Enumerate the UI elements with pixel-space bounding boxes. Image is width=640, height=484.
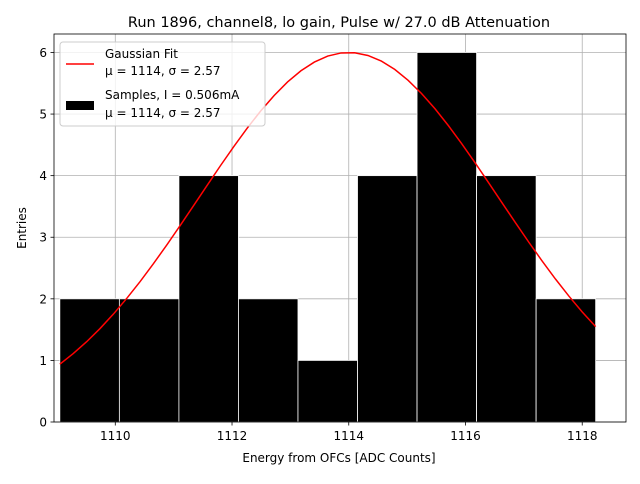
y-tick-label: 2 — [39, 292, 47, 306]
histogram-bar — [416, 52, 477, 423]
y-tick-label: 5 — [39, 108, 47, 122]
histogram-bar — [535, 298, 597, 423]
legend-samples-label: Samples, I = 0.506mA — [105, 88, 240, 102]
y-axis-ticks: 0 1 2 3 4 5 6 — [39, 46, 54, 430]
y-tick-label: 4 — [39, 169, 47, 183]
x-tick-label: 1112 — [217, 429, 248, 443]
histogram-bar — [118, 298, 180, 423]
legend: Gaussian Fit μ = 1114, σ = 2.57 Samples,… — [59, 41, 266, 127]
plot-frame — [53, 33, 627, 423]
y-tick-label: 3 — [39, 231, 47, 245]
y-tick-label: 1 — [39, 354, 47, 368]
legend-samples-stats: μ = 1114, σ = 2.57 — [105, 106, 221, 120]
x-tick-label: 1110 — [100, 429, 131, 443]
x-tick-label: 1116 — [450, 429, 481, 443]
x-axis-label: Energy from OFCs [ADC Counts] — [242, 451, 435, 465]
histogram-bar — [297, 360, 358, 423]
histogram-bar — [238, 298, 299, 423]
chart-title: Run 1896, channel8, lo gain, Pulse w/ 27… — [128, 15, 550, 31]
histogram-bar — [357, 175, 418, 423]
y-axis-label: Entries — [15, 207, 29, 249]
x-tick-label: 1118 — [567, 429, 598, 443]
histogram-bars — [59, 52, 597, 423]
legend-samples-swatch — [66, 101, 94, 110]
legend-box — [59, 41, 266, 127]
x-axis-ticks: 1110 1112 1114 1116 1118 — [100, 422, 597, 443]
histogram-bar — [476, 175, 537, 423]
legend-fit-label: Gaussian Fit — [105, 47, 178, 61]
gaussian-fit-line — [59, 51, 597, 365]
histogram-bar — [178, 175, 239, 423]
x-tick-label: 1114 — [333, 429, 364, 443]
legend-fit-stats: μ = 1114, σ = 2.57 — [105, 64, 221, 78]
y-tick-label: 0 — [39, 416, 47, 430]
y-tick-label: 6 — [39, 46, 47, 60]
